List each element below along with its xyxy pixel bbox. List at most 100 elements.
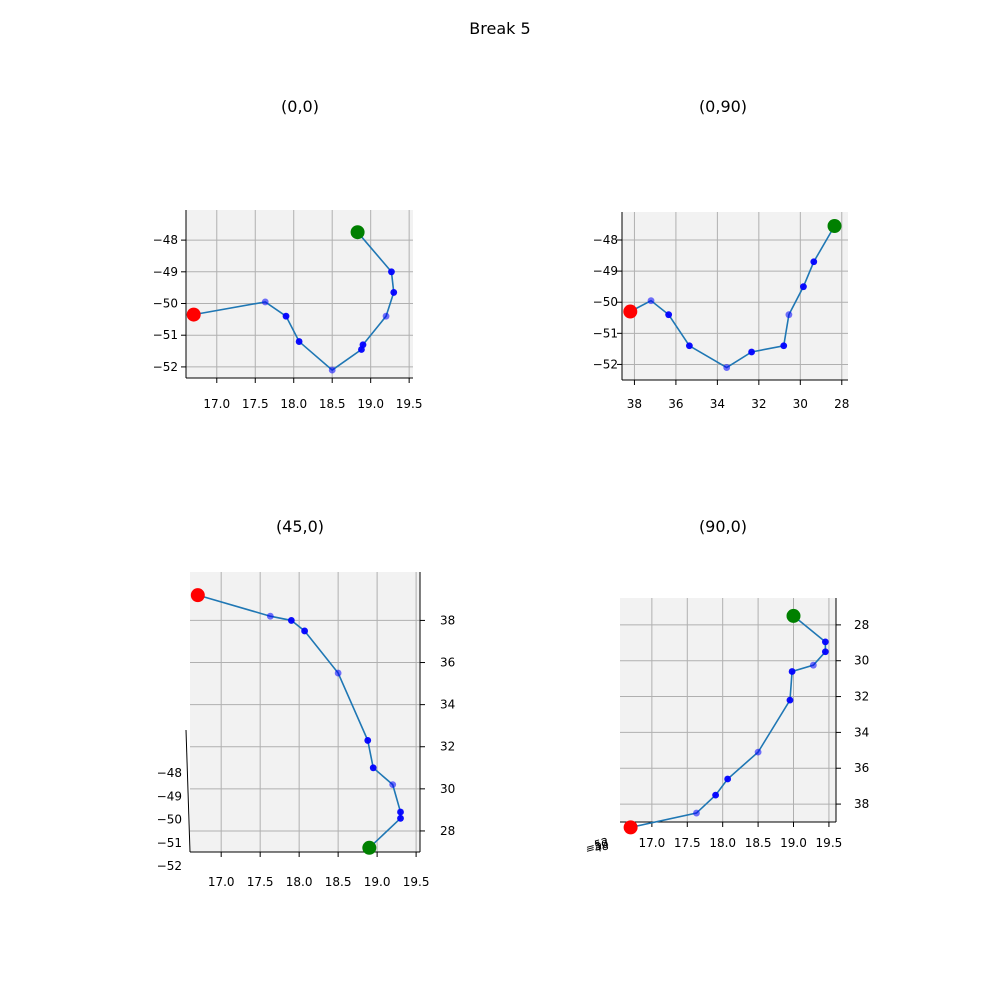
data-point xyxy=(748,348,755,356)
y-tick-label: −48 xyxy=(593,233,618,247)
y-tick-label: −48 xyxy=(153,233,178,247)
data-point xyxy=(301,627,309,635)
x-tick-label: 17.0 xyxy=(639,836,666,850)
end-point xyxy=(623,304,638,319)
x-tick-label: 19.5 xyxy=(816,836,843,850)
data-point xyxy=(358,346,365,353)
data-point xyxy=(388,268,395,276)
x-tick-label: 19.0 xyxy=(780,836,807,850)
x-tick-label: 19.0 xyxy=(357,397,384,411)
subplot-title: (45,0) xyxy=(276,517,324,536)
y-tick-label: −49 xyxy=(593,264,618,278)
data-point xyxy=(693,809,700,817)
z-tick-label: −48 xyxy=(157,766,182,780)
y-tick-label: 38 xyxy=(854,797,869,811)
data-point xyxy=(266,612,274,620)
y-tick-label: 34 xyxy=(854,725,869,739)
x-tick-label: 17.5 xyxy=(247,875,274,889)
subplot-1: (0,0) 17.0 17.5 18.0 18.5 19.0 19.5 −48 −49 −50 −5… xyxy=(153,97,423,411)
pane xyxy=(190,572,420,852)
x-tick-label: 19.5 xyxy=(403,875,430,889)
data-point xyxy=(261,298,269,306)
data-point xyxy=(724,775,732,783)
y-tick-label: 32 xyxy=(854,690,869,704)
data-point xyxy=(647,297,655,305)
x-tick-label: 17.5 xyxy=(242,397,269,411)
data-point xyxy=(810,258,818,266)
x-tick-label: 18.5 xyxy=(325,875,352,889)
x-tick-label: 28 xyxy=(834,397,849,411)
data-point xyxy=(809,661,817,669)
x-tick-label: 30 xyxy=(793,397,808,411)
data-point xyxy=(685,342,693,350)
start-point xyxy=(827,219,842,233)
data-point xyxy=(788,668,796,675)
x-tick-label: 17.5 xyxy=(674,836,701,850)
data-point xyxy=(821,648,829,656)
y-tick-label: 28 xyxy=(854,618,869,632)
y-tick-label: 30 xyxy=(440,782,455,796)
subplot-title: (90,0) xyxy=(699,517,747,536)
y-tick-label: 32 xyxy=(440,740,455,754)
data-point xyxy=(397,814,404,822)
x-tick-label: 34 xyxy=(710,397,725,411)
x-tick-label: 18.0 xyxy=(709,836,736,850)
data-point xyxy=(328,366,336,374)
start-point xyxy=(786,608,801,623)
z-tick-label: −52 xyxy=(584,835,610,854)
y-tick-label: 36 xyxy=(440,656,455,670)
y-tick-label: 34 xyxy=(440,698,455,712)
subplot-4: (90,0) 17.0 17.5 18.0 18.5 19.0 19.5 28 30 32 34 36… xyxy=(584,517,869,858)
y-tick-label: −52 xyxy=(593,357,618,371)
x-tick-label: 18.5 xyxy=(319,397,346,411)
x-tick-label: 32 xyxy=(751,397,766,411)
pane xyxy=(620,598,836,822)
data-point xyxy=(369,764,377,772)
y-tick-label: 28 xyxy=(440,824,455,838)
x-tick-label: 18.0 xyxy=(286,875,313,889)
data-point xyxy=(754,748,762,756)
x-tick-label: 19.0 xyxy=(364,875,391,889)
end-point xyxy=(186,307,201,322)
data-point xyxy=(800,283,807,291)
data-point xyxy=(334,669,342,677)
y-tick-label: −50 xyxy=(153,297,178,311)
z-tick-label: −50 xyxy=(157,813,182,827)
z-tick-label: −49 xyxy=(157,789,182,803)
subplot-title: (0,90) xyxy=(699,97,747,116)
y-tick-label: −51 xyxy=(593,326,618,340)
y-tick-label: −51 xyxy=(153,328,178,342)
y-tick-label: 30 xyxy=(854,654,869,668)
data-point xyxy=(665,311,673,319)
data-point xyxy=(282,312,290,320)
subplot-title: (0,0) xyxy=(281,97,319,116)
subplot-3: (45,0) 17.0 17.5 18.0 18.5 19.0 19.5 28 30 32 34 36… xyxy=(157,517,456,889)
z-tick-label: −51 xyxy=(157,836,182,850)
x-tick-label: 18.0 xyxy=(280,397,307,411)
data-point xyxy=(287,617,295,624)
x-tick-label: 19.5 xyxy=(396,397,423,411)
z-tick-label: −48 xyxy=(584,839,610,858)
start-point xyxy=(350,225,365,240)
start-point xyxy=(362,840,377,855)
data-point xyxy=(712,791,720,799)
data-point xyxy=(382,312,390,320)
data-point xyxy=(364,737,372,744)
end-point xyxy=(623,820,638,835)
data-point xyxy=(397,808,404,816)
y-tick-label: 38 xyxy=(440,613,455,627)
pane xyxy=(186,210,413,378)
z-tick-label: −50 xyxy=(584,837,610,856)
data-point xyxy=(389,781,397,789)
figure-title: Break 5 xyxy=(469,19,530,38)
data-point xyxy=(786,696,794,704)
subplot-2: (0,90) 38 36 34 32 30 28 −48 −49 −50 −51 −52 xyxy=(593,97,850,411)
x-tick-label: 38 xyxy=(627,397,642,411)
y-tick-label: 36 xyxy=(854,761,869,775)
x-tick-label: 18.5 xyxy=(745,836,772,850)
pane xyxy=(622,212,848,380)
x-tick-label: 36 xyxy=(668,397,683,411)
subplots: (0,0)17.0 17.5 18.0 18.5 19.0 19.5−48−49−50−5… xyxy=(153,97,870,889)
data-point xyxy=(723,364,731,371)
